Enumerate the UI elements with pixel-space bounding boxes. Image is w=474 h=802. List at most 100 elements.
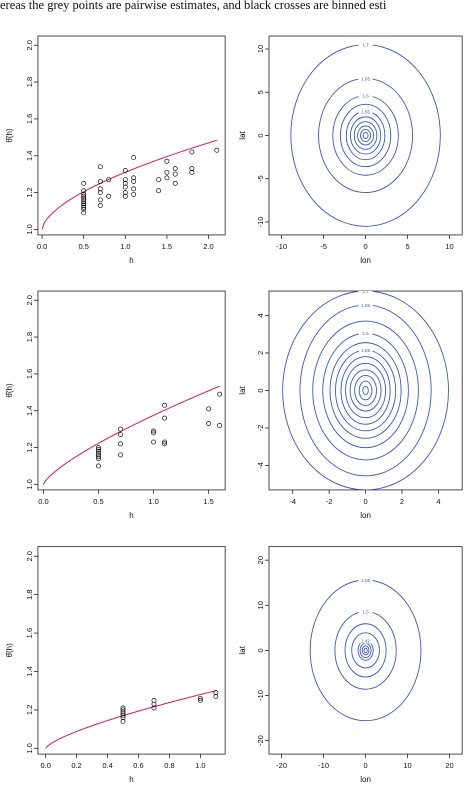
plot-area bbox=[43, 385, 223, 485]
plot-frame bbox=[268, 35, 463, 236]
y-tick-label: 1.8 bbox=[25, 332, 34, 342]
y-tick-label: 5 bbox=[256, 90, 265, 94]
contour-plot-2: -4 -2 0 2 4 -4 -2 0 2 4 lon lat 1.55 1.6 1.65 1.7 bbox=[238, 289, 463, 520]
x-tick-label: 0.0 bbox=[38, 497, 48, 506]
y-tick-label: 1.4 bbox=[25, 151, 34, 161]
y-tick-label: 2.0 bbox=[25, 295, 34, 305]
fitted-curve bbox=[41, 139, 217, 230]
x-tick-label: -10 bbox=[276, 242, 287, 251]
contour-label-bg bbox=[358, 577, 373, 584]
data-point bbox=[97, 197, 103, 203]
data-point bbox=[164, 169, 170, 175]
data-point bbox=[120, 713, 126, 719]
contour-label: 1.7 bbox=[362, 289, 369, 294]
data-point bbox=[81, 197, 87, 203]
data-point bbox=[151, 705, 157, 711]
data-point bbox=[81, 203, 87, 208]
contour-label-bg bbox=[358, 41, 373, 48]
x-tick-label: 0.0 bbox=[40, 761, 50, 770]
contour-line bbox=[360, 128, 372, 142]
data-point bbox=[122, 177, 128, 183]
data-point bbox=[120, 707, 126, 713]
x-tick-label: 0 bbox=[363, 242, 367, 251]
data-point bbox=[96, 456, 101, 462]
contour-label-bg bbox=[358, 637, 373, 644]
data-point bbox=[131, 155, 137, 161]
contour-label: 1.55 bbox=[361, 109, 370, 114]
x-tick-label: 2 bbox=[400, 497, 404, 506]
data-point bbox=[156, 177, 162, 183]
y-tick-label: 4 bbox=[256, 313, 265, 317]
variogram-plot-3: 0.0 0.2 0.4 0.6 0.8 1.0 1.0 1.2 1.4 1.6 1.8 2.0 h θ̂(… bbox=[5, 546, 226, 784]
data-point bbox=[96, 446, 101, 452]
x-tick-label: 5 bbox=[405, 242, 409, 251]
contour-label-bg bbox=[358, 302, 373, 309]
data-point bbox=[164, 158, 170, 164]
y-tick-label: 2.0 bbox=[25, 40, 34, 50]
plot-frame bbox=[37, 290, 226, 491]
data-point bbox=[97, 190, 103, 196]
contour-line bbox=[309, 579, 422, 722]
contour-line bbox=[354, 375, 377, 406]
y-tick-label: -4 bbox=[256, 462, 265, 469]
y-tick-label: 1.4 bbox=[25, 406, 34, 416]
data-point bbox=[122, 193, 128, 199]
x-tick-label: 0.5 bbox=[78, 242, 88, 251]
data-point bbox=[122, 184, 128, 190]
variogram-plot-1: 0.0 0.5 1.0 1.5 2.0 1.0 1.2 1.4 1.6 1.8 2.0 h θ̂(h) bbox=[5, 35, 226, 265]
data-point bbox=[81, 180, 87, 186]
contour-line bbox=[350, 116, 382, 155]
x-axis-label: h bbox=[129, 256, 133, 265]
plot-area bbox=[41, 139, 220, 230]
contour-line bbox=[329, 342, 402, 439]
data-point bbox=[96, 445, 101, 451]
y-axis-label: θ̂(h) bbox=[5, 128, 14, 143]
data-point bbox=[118, 452, 123, 458]
plot-area: 1.55 1.6 1.65 1.7 bbox=[282, 289, 449, 490]
data-point bbox=[213, 694, 219, 699]
contour-plot-1: -10 -5 0 5 10 -10 -5 0 5 10 lon lat 1.55 1.6 1.65 1.7 bbox=[238, 35, 463, 265]
data-point bbox=[172, 180, 178, 186]
data-point bbox=[217, 391, 223, 397]
contour-label: 1.7 bbox=[362, 43, 369, 48]
data-point bbox=[217, 423, 223, 428]
contour-line bbox=[335, 349, 397, 432]
x-tick-label: 1.0 bbox=[195, 761, 205, 770]
data-point bbox=[151, 439, 157, 445]
contour-line bbox=[290, 44, 441, 227]
contour-line bbox=[340, 356, 391, 425]
y-tick-label: 10 bbox=[256, 45, 265, 53]
y-tick-label: -10 bbox=[256, 217, 265, 228]
data-point bbox=[81, 195, 87, 201]
x-tick-label: -10 bbox=[318, 761, 329, 770]
data-point bbox=[81, 204, 87, 210]
x-tick-label: 1.5 bbox=[162, 242, 172, 251]
y-tick-label: 1.6 bbox=[25, 369, 34, 379]
x-tick-label: 2.0 bbox=[203, 242, 213, 251]
contour-line bbox=[363, 647, 368, 654]
y-tick-label: 1.8 bbox=[25, 77, 34, 87]
contour-line bbox=[349, 369, 382, 412]
contour-line bbox=[357, 125, 375, 146]
contour-line bbox=[362, 131, 369, 139]
data-point bbox=[120, 711, 126, 717]
data-point bbox=[122, 180, 128, 186]
data-point bbox=[97, 179, 103, 184]
data-point bbox=[120, 719, 126, 724]
data-point bbox=[189, 166, 195, 172]
data-point bbox=[162, 402, 168, 408]
variogram-plot-2: 0.0 0.5 1.0 1.5 1.0 1.2 1.4 1.6 1.8 2.0 h θ̂(h) bbox=[5, 290, 226, 520]
data-point bbox=[81, 201, 87, 207]
contour-label-bg bbox=[358, 108, 373, 115]
data-point bbox=[118, 426, 123, 432]
y-tick-label: 1.2 bbox=[25, 187, 34, 197]
y-tick-label: 2.0 bbox=[25, 551, 34, 561]
y-tick-label: -10 bbox=[256, 690, 265, 701]
data-point bbox=[131, 191, 137, 197]
x-tick-label: 10 bbox=[445, 242, 453, 251]
data-point bbox=[120, 715, 126, 721]
data-point bbox=[172, 166, 178, 172]
x-tick-label: 4 bbox=[436, 497, 440, 506]
x-tick-label: 0 bbox=[363, 761, 367, 770]
data-point bbox=[96, 452, 101, 458]
